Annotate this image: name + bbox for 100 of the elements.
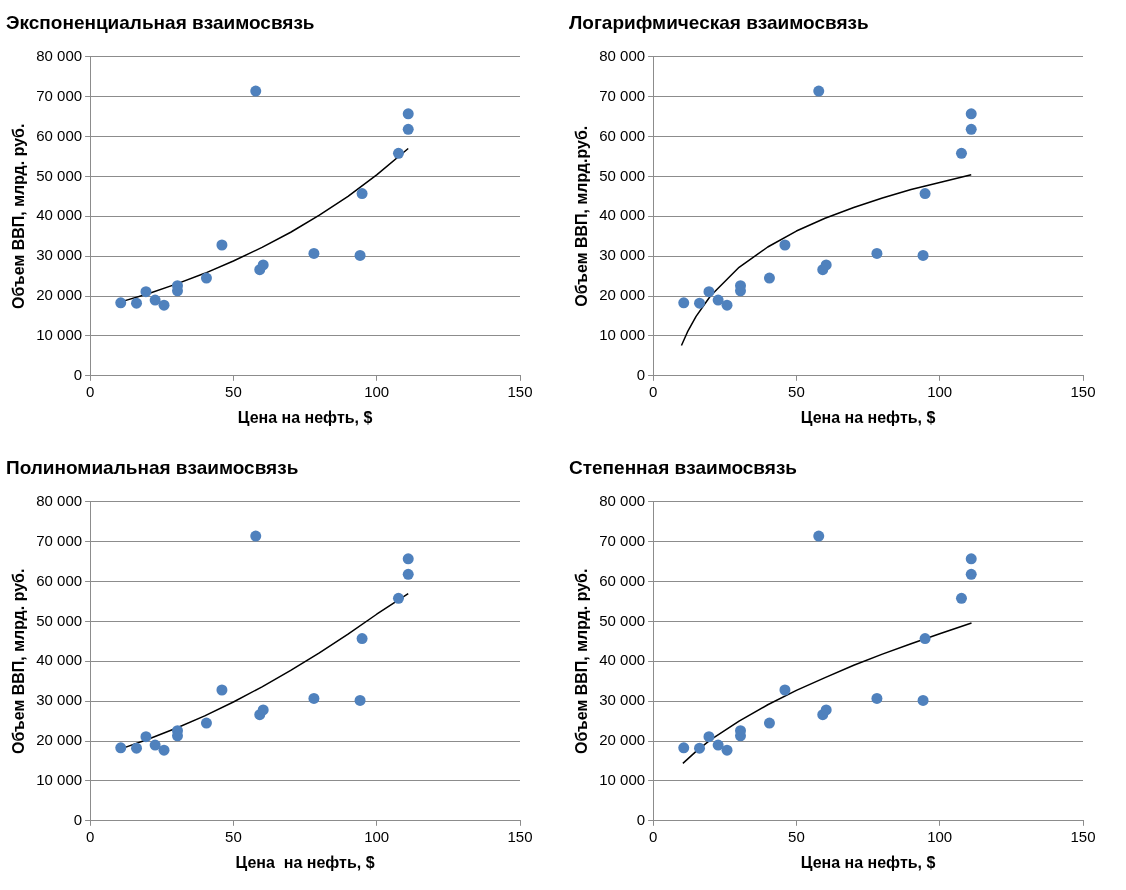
x-tick-label: 150 bbox=[507, 827, 533, 845]
y-axis-title: Объем ВВП, млрд. руб. bbox=[10, 568, 28, 755]
y-tick-label: 70 000 bbox=[36, 86, 83, 104]
y-tick-label: 60 000 bbox=[36, 126, 83, 144]
x-tick-label: 50 bbox=[788, 382, 805, 400]
y-tick-label: 80 000 bbox=[599, 46, 646, 64]
x-axis-title: Цена на нефть, $ bbox=[237, 408, 373, 426]
y-tick-label: 0 bbox=[636, 810, 646, 828]
y-tick-label: 10 000 bbox=[36, 771, 83, 789]
y-tick-label: 80 000 bbox=[599, 491, 646, 509]
chart-title: Полиномиальная взаимосвязь bbox=[6, 456, 299, 478]
point bbox=[392, 592, 404, 604]
point bbox=[871, 692, 883, 704]
x-tick-label: 100 bbox=[364, 827, 390, 845]
y-axis-title: Объем ВВП, млрд.руб. bbox=[573, 125, 591, 307]
x-tick-label: 150 bbox=[1070, 827, 1096, 845]
y-axis-title: Объем ВВП, млрд. руб. bbox=[573, 568, 591, 755]
point bbox=[200, 717, 212, 729]
y-tick-label: 30 000 bbox=[599, 691, 646, 709]
y-tick-label: 20 000 bbox=[36, 286, 83, 304]
y-tick-label: 20 000 bbox=[36, 731, 83, 749]
point bbox=[917, 249, 929, 261]
y-tick-label: 40 000 bbox=[36, 651, 83, 669]
point bbox=[356, 633, 368, 645]
point bbox=[354, 694, 366, 706]
point bbox=[678, 297, 690, 309]
y-tick-label: 0 bbox=[73, 810, 83, 828]
y-tick-label: 60 000 bbox=[36, 571, 83, 589]
point bbox=[216, 684, 228, 696]
point bbox=[392, 147, 404, 159]
point bbox=[703, 286, 715, 298]
y-tick-label: 30 000 bbox=[36, 691, 83, 709]
point bbox=[965, 568, 977, 580]
point bbox=[712, 294, 724, 306]
point bbox=[308, 247, 320, 259]
point bbox=[308, 692, 320, 704]
y-tick-label: 60 000 bbox=[599, 126, 646, 144]
y-tick-label: 80 000 bbox=[36, 491, 83, 509]
y-tick-label: 70 000 bbox=[599, 531, 646, 549]
point bbox=[402, 108, 414, 120]
y-tick-label: 0 bbox=[636, 365, 646, 383]
x-tick-label: 100 bbox=[927, 827, 953, 845]
x-tick-label: 50 bbox=[225, 382, 242, 400]
point bbox=[149, 739, 161, 751]
x-tick-label: 50 bbox=[788, 827, 805, 845]
point bbox=[200, 272, 212, 284]
x-tick-label: 0 bbox=[648, 827, 658, 845]
y-tick-label: 40 000 bbox=[599, 206, 646, 224]
y-tick-label: 20 000 bbox=[599, 286, 646, 304]
point bbox=[919, 188, 931, 200]
point bbox=[402, 553, 414, 565]
point bbox=[149, 294, 161, 306]
x-tick-label: 100 bbox=[927, 382, 953, 400]
y-tick-label: 10 000 bbox=[36, 326, 83, 344]
x-axis-title: Цена на нефть, $ bbox=[800, 853, 936, 871]
point bbox=[694, 297, 706, 309]
x-tick-label: 0 bbox=[85, 382, 95, 400]
y-tick-label: 40 000 bbox=[36, 206, 83, 224]
y-tick-label: 70 000 bbox=[599, 86, 646, 104]
point bbox=[813, 85, 825, 97]
point bbox=[140, 286, 152, 298]
x-axis-title: Цена на нефть, $ bbox=[235, 853, 375, 871]
point bbox=[820, 704, 832, 716]
point bbox=[158, 299, 170, 311]
point bbox=[763, 717, 775, 729]
y-tick-label: 40 000 bbox=[599, 651, 646, 669]
y-tick-label: 60 000 bbox=[599, 571, 646, 589]
x-tick-label: 150 bbox=[507, 382, 533, 400]
point bbox=[763, 272, 775, 284]
y-tick-label: 70 000 bbox=[36, 531, 83, 549]
chart-title: Логарифмическая взаимосвязь bbox=[569, 11, 869, 33]
y-tick-label: 30 000 bbox=[36, 246, 83, 264]
y-tick-label: 50 000 bbox=[599, 611, 646, 629]
point bbox=[703, 731, 715, 743]
point bbox=[356, 188, 368, 200]
y-tick-label: 50 000 bbox=[36, 166, 83, 184]
point bbox=[402, 123, 414, 135]
point bbox=[965, 123, 977, 135]
point bbox=[115, 742, 127, 754]
y-tick-label: 10 000 bbox=[599, 326, 646, 344]
y-tick-label: 80 000 bbox=[36, 46, 83, 64]
point bbox=[871, 247, 883, 259]
y-tick-label: 0 bbox=[73, 365, 83, 383]
point bbox=[216, 239, 228, 251]
y-tick-label: 20 000 bbox=[599, 731, 646, 749]
point bbox=[257, 704, 269, 716]
point bbox=[955, 592, 967, 604]
point bbox=[919, 633, 931, 645]
point bbox=[402, 568, 414, 580]
point bbox=[955, 147, 967, 159]
y-tick-label: 30 000 bbox=[599, 246, 646, 264]
point bbox=[779, 684, 791, 696]
point bbox=[257, 259, 269, 271]
x-axis-title: Цена на нефть, $ bbox=[800, 408, 936, 426]
point bbox=[250, 530, 262, 542]
point bbox=[131, 742, 143, 754]
point bbox=[917, 694, 929, 706]
y-tick-label: 50 000 bbox=[36, 611, 83, 629]
x-tick-label: 100 bbox=[364, 382, 390, 400]
point bbox=[779, 239, 791, 251]
